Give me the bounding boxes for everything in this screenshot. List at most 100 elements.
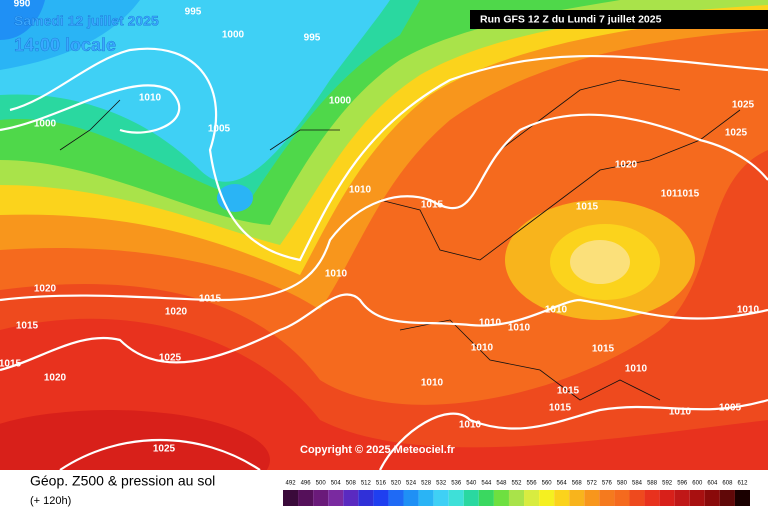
scale-label: 600 (692, 481, 703, 487)
copyright: Copyright © 2025 Meteociel.fr (300, 444, 456, 456)
isobar-line (0, 293, 768, 372)
scale-label: 508 (346, 481, 357, 487)
zone (570, 240, 630, 284)
scale-swatch (704, 490, 720, 506)
scale-label: 528 (421, 481, 432, 487)
scale-swatch (298, 490, 314, 506)
isobar-label: 995 (185, 7, 202, 18)
scale-label: 496 (301, 481, 312, 487)
scale-swatch (478, 490, 494, 506)
scale-swatch (328, 490, 344, 506)
isobar-line (59, 398, 768, 471)
scale-label: 524 (406, 481, 417, 487)
isobar-label: 1000 (222, 30, 245, 41)
scale-label: 604 (707, 481, 718, 487)
scale-swatch (358, 490, 374, 506)
scale-swatch (569, 490, 585, 506)
scale-swatch (599, 490, 615, 506)
scale-swatch (403, 490, 419, 506)
scale-swatch (493, 490, 509, 506)
scale-label: 512 (361, 481, 372, 487)
scale-swatch (524, 490, 540, 506)
legend-title: Géop. Z500 & pression au sol (30, 473, 215, 489)
isobar-line (0, 113, 768, 302)
isobar-line (0, 47, 768, 262)
zone (0, 0, 390, 182)
isobar-label: 1005 (208, 124, 231, 135)
scale-swatch (629, 490, 645, 506)
scale-label: 532 (436, 481, 447, 487)
scale-swatch (433, 490, 449, 506)
isobar-label: 995 (304, 33, 321, 44)
scale-label: 612 (737, 481, 748, 487)
isobar-label: 1000 (34, 119, 57, 130)
scale-swatch (554, 490, 570, 506)
scale-swatch (644, 490, 660, 506)
isobar-label: 1015 (576, 202, 599, 213)
isobar-label: 1010 (508, 323, 531, 334)
scale-swatch (689, 490, 705, 506)
scale-swatch (448, 490, 464, 506)
scale-label: 504 (331, 481, 342, 487)
isobar-label: 1005 (719, 403, 742, 414)
isobar-label: 990 (14, 0, 31, 10)
isobar-label: 1010 (625, 364, 648, 375)
isobar-label: 1025 (153, 444, 176, 455)
scale-label: 492 (286, 481, 297, 487)
scale-swatch (539, 490, 555, 506)
scale-label: 576 (602, 481, 613, 487)
isobar-label: 1015 (421, 200, 444, 211)
isobar-label: 1025 (159, 353, 182, 364)
scale-label: 560 (542, 481, 553, 487)
time-label: 14:00 locale (14, 35, 116, 55)
isobar-label: 1010 (139, 93, 162, 104)
scale-swatch (373, 490, 389, 506)
zone (0, 0, 45, 40)
isobar-labels: 990 995 1000 995 1010 1000 1000 1005 1010 1015 101… (0, 0, 760, 455)
isobar-label: 1015 (199, 294, 222, 305)
scale-label: 608 (722, 481, 733, 487)
scale-label: 580 (617, 481, 628, 487)
scale-label: 552 (511, 481, 522, 487)
scale-swatch (734, 490, 750, 506)
isobar-label: 1010 (459, 420, 482, 431)
isobar-label: 1020 (44, 373, 67, 384)
scale-label: 592 (662, 481, 673, 487)
isobar-label: 1020 (615, 160, 638, 171)
scale-label: 564 (557, 481, 568, 487)
color-scale: 492 496 500 504 508 512 516 520 524 528 532 536 540 5… (283, 481, 750, 506)
scale-swatch (508, 490, 525, 506)
scale-swatch (388, 490, 404, 506)
run-box (470, 10, 768, 29)
isobar-label: 1011015 (661, 189, 700, 200)
scale-label: 544 (481, 481, 492, 487)
scale-swatch (674, 490, 690, 506)
isobar-label: 1010 (669, 407, 692, 418)
scale-label: 548 (496, 481, 507, 487)
scale-swatch (659, 490, 675, 506)
isobar-label: 1015 (16, 321, 39, 332)
scale-label: 540 (466, 481, 477, 487)
legend-subtitle: (+ 120h) (30, 495, 71, 507)
isobar-label: 1025 (732, 100, 755, 111)
scale-label: 516 (376, 481, 387, 487)
scale-swatch (614, 490, 630, 506)
isobar-label: 1015 (0, 359, 22, 370)
isobar-label: 1000 (329, 96, 352, 107)
scale-label: 596 (677, 481, 688, 487)
scale-label: 520 (391, 481, 402, 487)
scale-swatch (283, 490, 299, 506)
isobar-label: 1015 (592, 344, 615, 355)
isobar-label: 1010 (325, 269, 348, 280)
isobar-label: 1010 (737, 305, 760, 316)
isobar-label: 1010 (349, 185, 372, 196)
scale-swatch (463, 490, 479, 506)
isobar-label: 1010 (421, 378, 444, 389)
scale-label: 588 (647, 481, 658, 487)
coastline (59, 79, 741, 401)
scale-swatch (343, 490, 359, 506)
isobar-label: 1010 (479, 318, 502, 329)
scale-swatch (313, 490, 329, 506)
date-label: Samedi 12 juillet 2025 (14, 13, 159, 29)
